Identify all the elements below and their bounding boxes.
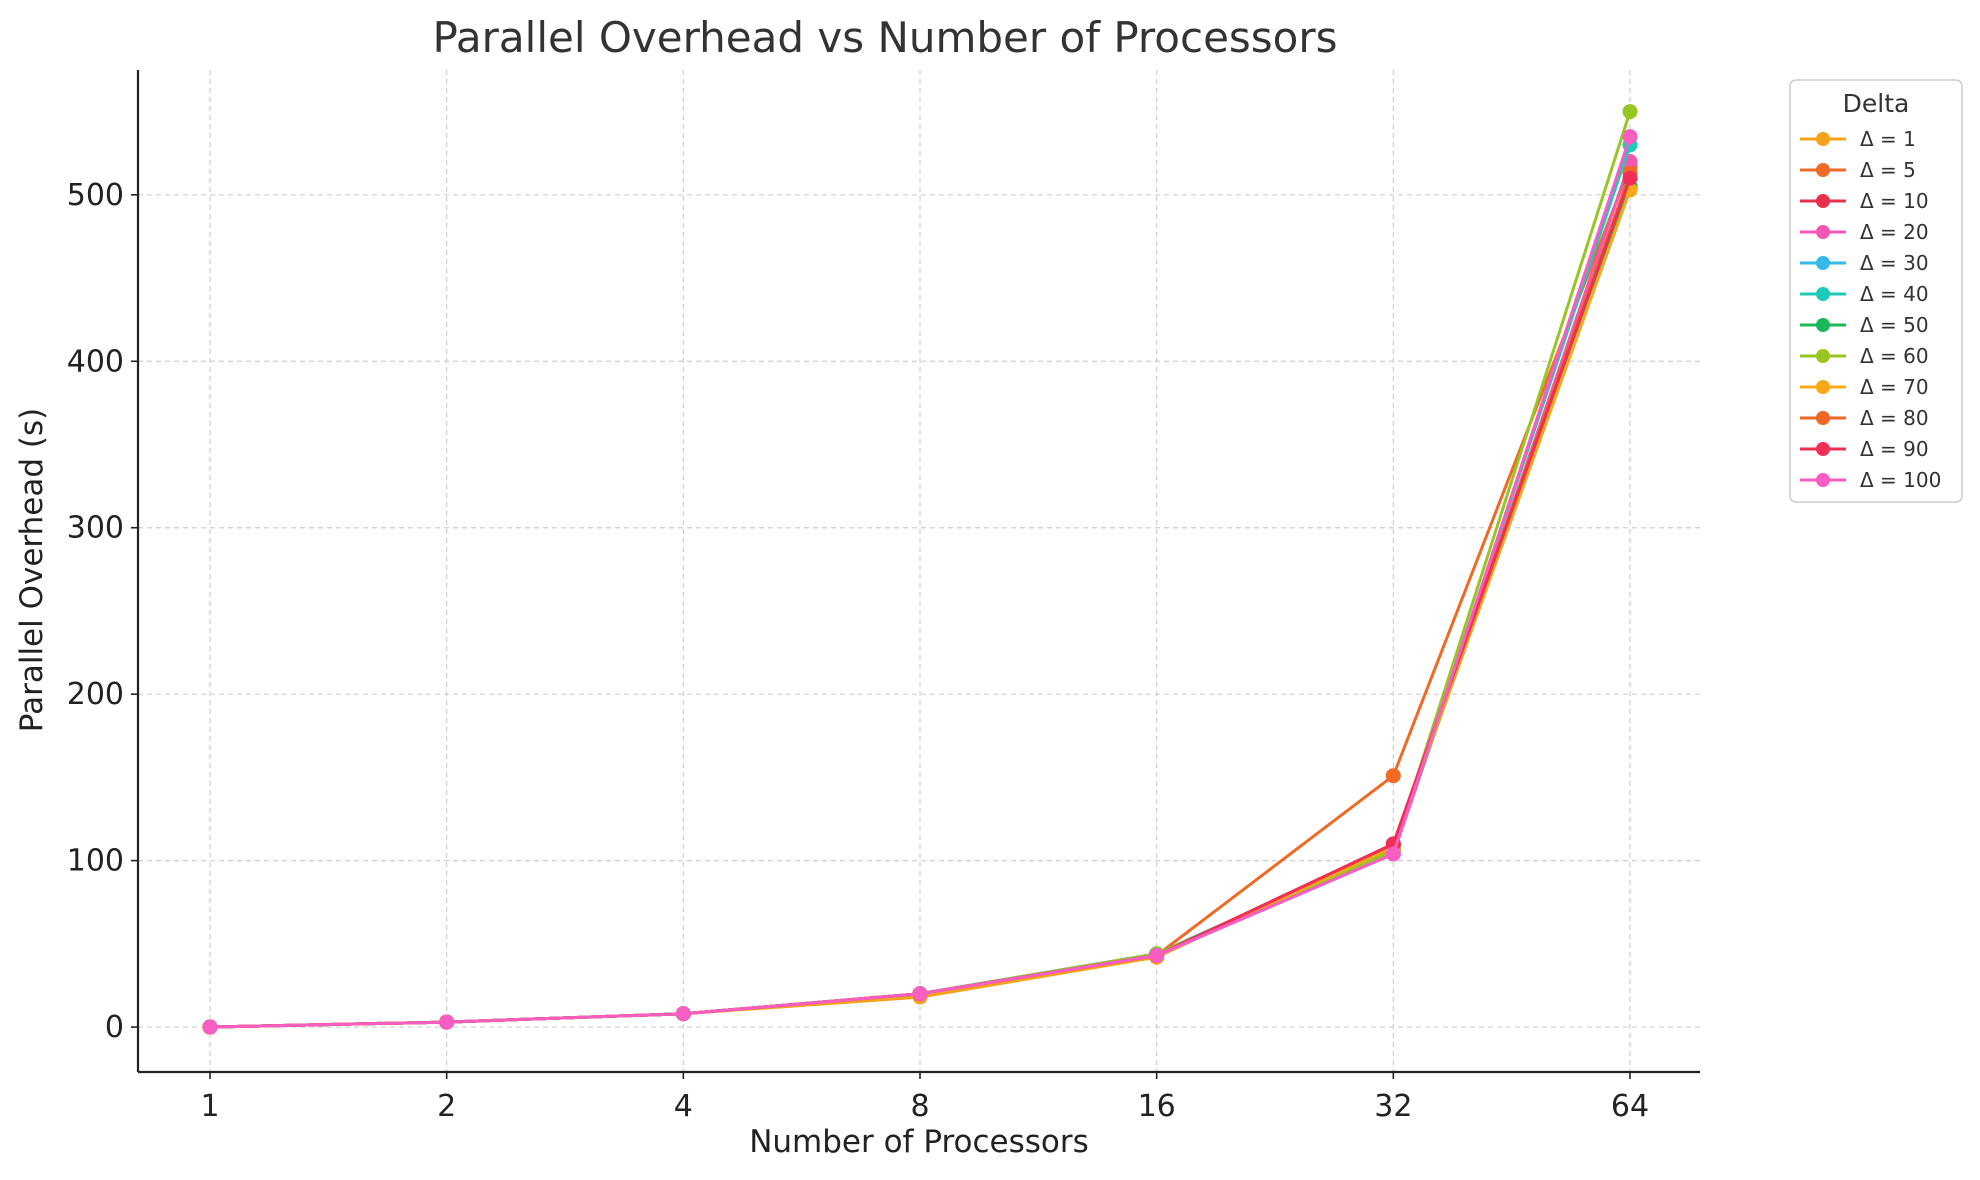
legend-item: Δ = 30: [1800, 251, 1929, 275]
y-tick-label: 300: [67, 511, 124, 546]
legend-item: Δ = 100: [1800, 468, 1941, 492]
legend-swatch-marker: [1816, 442, 1830, 456]
x-tick-label: 16: [1138, 1089, 1176, 1124]
data-point: [1149, 947, 1165, 963]
legend-swatch-marker: [1816, 256, 1830, 270]
legend-label: Δ = 20: [1860, 220, 1929, 244]
legend-swatch-marker: [1816, 287, 1830, 301]
y-axis-label: Parallel Overhead (s): [14, 408, 50, 732]
legend-swatch-marker: [1816, 132, 1830, 146]
legend-title: Delta: [1843, 89, 1910, 118]
legend-label: Δ = 40: [1860, 282, 1929, 306]
legend-label: Δ = 70: [1860, 375, 1929, 399]
x-tick-label: 1: [200, 1089, 219, 1124]
legend-label: Δ = 50: [1860, 313, 1929, 337]
data-point: [912, 986, 928, 1002]
legend-label: Δ = 90: [1860, 437, 1929, 461]
data-point: [675, 1006, 691, 1022]
legend-label: Δ = 60: [1860, 344, 1929, 368]
legend-item: Δ = 10: [1800, 189, 1929, 213]
y-tick-label: 200: [67, 677, 124, 712]
legend-item: Δ = 90: [1800, 437, 1929, 461]
legend-swatch-marker: [1816, 225, 1830, 239]
legend-swatch-marker: [1816, 349, 1830, 363]
legend-label: Δ = 80: [1860, 406, 1929, 430]
legend-item: Δ = 40: [1800, 282, 1929, 306]
legend-frame: [1789, 79, 1963, 503]
gridlines: [138, 70, 1700, 1072]
data-point: [1385, 846, 1401, 862]
x-tick-label: 64: [1611, 1089, 1649, 1124]
legend-swatch-marker: [1816, 194, 1830, 208]
x-tick-label: 32: [1374, 1089, 1412, 1124]
legend-swatch-marker: [1816, 163, 1830, 177]
series-group: [202, 129, 1638, 1035]
chart-title: Parallel Overhead vs Number of Processor…: [432, 13, 1337, 62]
legend-item: Δ = 60: [1800, 344, 1929, 368]
series-layer: [202, 104, 1638, 1035]
legend-label: Δ = 5: [1860, 158, 1916, 182]
legend-item: Δ = 1: [1800, 127, 1916, 151]
legend-label: Δ = 100: [1860, 468, 1941, 492]
y-tick-label: 0: [105, 1010, 124, 1045]
axes: [136, 70, 1700, 1074]
legend-swatch-marker: [1816, 318, 1830, 332]
legend-item: Δ = 20: [1800, 220, 1929, 244]
legend-item: Δ = 5: [1800, 158, 1916, 182]
legend-label: Δ = 30: [1860, 251, 1929, 275]
legend-item: Δ = 50: [1800, 313, 1929, 337]
data-point: [1622, 129, 1638, 145]
data-point: [1385, 768, 1401, 784]
legend-label: Δ = 1: [1860, 127, 1916, 151]
x-axis-label: Number of Processors: [749, 1124, 1089, 1160]
legend-item: Δ = 80: [1800, 406, 1929, 430]
data-point: [439, 1014, 455, 1030]
legend-item: Δ = 70: [1800, 375, 1929, 399]
tick-labels: 1 2 4 8 16 32 64 0 100 200 300 400 500: [67, 178, 1649, 1124]
legend-swatch-marker: [1816, 380, 1830, 394]
y-tick-label: 500: [67, 178, 124, 213]
legend-swatch-marker: [1816, 473, 1830, 487]
x-tick-label: 4: [674, 1089, 693, 1124]
legend-swatch-marker: [1816, 411, 1830, 425]
x-tick-label: 2: [437, 1089, 456, 1124]
data-point: [1622, 104, 1638, 120]
legend-label: Δ = 10: [1860, 189, 1929, 213]
y-tick-label: 400: [67, 344, 124, 379]
y-tick-label: 100: [67, 844, 124, 879]
x-tick-label: 8: [910, 1089, 929, 1124]
legend: Delta Δ = 1 Δ = 5 Δ = 10 Δ = 20 Δ = 30 Δ = 40…: [1789, 79, 1963, 503]
data-point: [202, 1019, 218, 1035]
data-point: [1622, 170, 1638, 186]
